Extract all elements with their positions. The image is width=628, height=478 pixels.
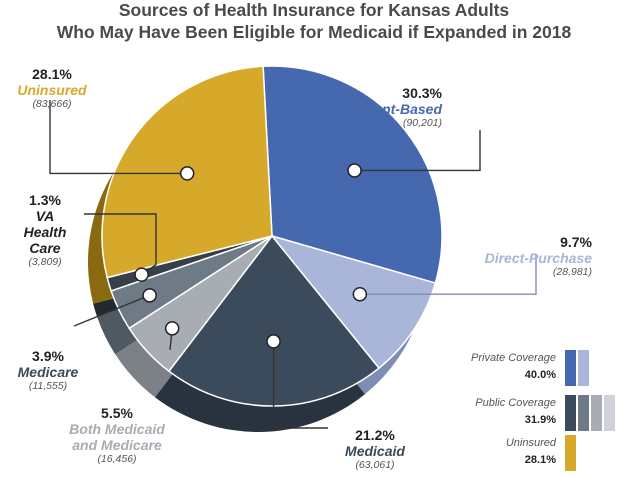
legend-label: Private Coverage [471,352,556,364]
legend-label: Public Coverage [475,397,556,409]
leader-line-medicaid [272,341,328,429]
slice-name: Uninsured [17,82,87,99]
slice-name: VA Health Care [23,208,67,257]
slice-percent: 1.3% [29,192,61,208]
slice-name: Medicaid [345,443,405,460]
legend-item-public-coverage: Public Coverage 31.9% [440,395,620,435]
legend-percent: 31.9% [524,414,556,426]
legend-swatch [578,350,589,386]
leader-line-va-health-care [84,213,157,276]
slice-percent: 9.7% [560,234,592,250]
leader-line-uninsured [49,100,188,175]
legend-swatch [565,435,576,471]
pie-slice-medicaid [167,234,381,407]
legend-swatch [565,395,576,431]
slice-label-medicare: 3.9% Medicare (11,555) [14,348,82,392]
slice-percent: 21.2% [355,427,395,443]
chart-subtitle: Who May Have Been Eligible for Medicaid … [56,22,572,42]
legend-swatch [565,350,576,386]
pie-slice-direct-purchase [269,234,437,370]
slice-label-both-medicaid-and-medicare: 5.5% Both Medicaid and Medicare (16,456) [58,405,176,465]
legend-label: Uninsured [505,437,556,449]
leader-dot-uninsured [179,166,195,181]
slice-count: (11,555) [28,380,68,393]
slice-label-employment-based: 30.3% Employment-Based (90,201) [311,85,442,129]
legend-swatch [591,395,602,431]
slice-name: Direct-Purchase [484,250,592,267]
legend-percent: 28.1% [524,454,556,466]
leader-dot-medicaid [266,334,281,349]
leader-dot-employment-based [347,163,362,178]
slice-label-va-health-care: 1.3% VA Health Care (3,809) [10,192,80,268]
slice-percent: 30.3% [402,85,442,101]
slice-percent: 3.9% [32,348,64,364]
leader-line-medicare [73,294,150,327]
legend-item-uninsured: Uninsured 28.1% [440,435,620,475]
slice-label-medicaid: 21.2% Medicaid (63,061) [330,427,420,471]
legend-swatch [604,395,615,431]
leader-lines [49,100,537,429]
leader-dot-both-medicaid-and-medicare [164,321,180,336]
chart-title: Sources of Health Insurance for Kansas A… [118,0,510,20]
legend-item-private-coverage: Private Coverage 40.0% [440,350,620,390]
leader-dot-direct-purchase [352,286,368,302]
leader-dot-va-health-care [134,267,149,282]
slice-count: (28,981) [552,266,592,279]
slice-label-direct-purchase: 9.7% Direct-Purchase (28,981) [485,234,592,278]
legend-percent: 40.0% [524,369,556,381]
slice-percent: 28.1% [32,66,72,82]
slice-count: (83,666) [32,98,72,111]
leader-line-employment-based [354,130,481,172]
legend-swatch [578,395,589,431]
slice-label-uninsured: 28.1% Uninsured (83,666) [14,66,90,110]
slice-percent: 5.5% [101,405,133,421]
slice-name: Medicare [17,364,79,381]
slice-count: (16,456) [97,453,137,466]
slice-name: Employment-Based [311,101,442,118]
slice-count: (3,809) [28,256,62,269]
leader-dot-medicare [142,288,157,303]
slice-count: (63,061) [355,459,395,472]
slice-count: (90,201) [402,117,442,130]
slice-name: Both Medicaid and Medicare [69,421,165,454]
leader-line-direct-purchase [359,254,537,295]
